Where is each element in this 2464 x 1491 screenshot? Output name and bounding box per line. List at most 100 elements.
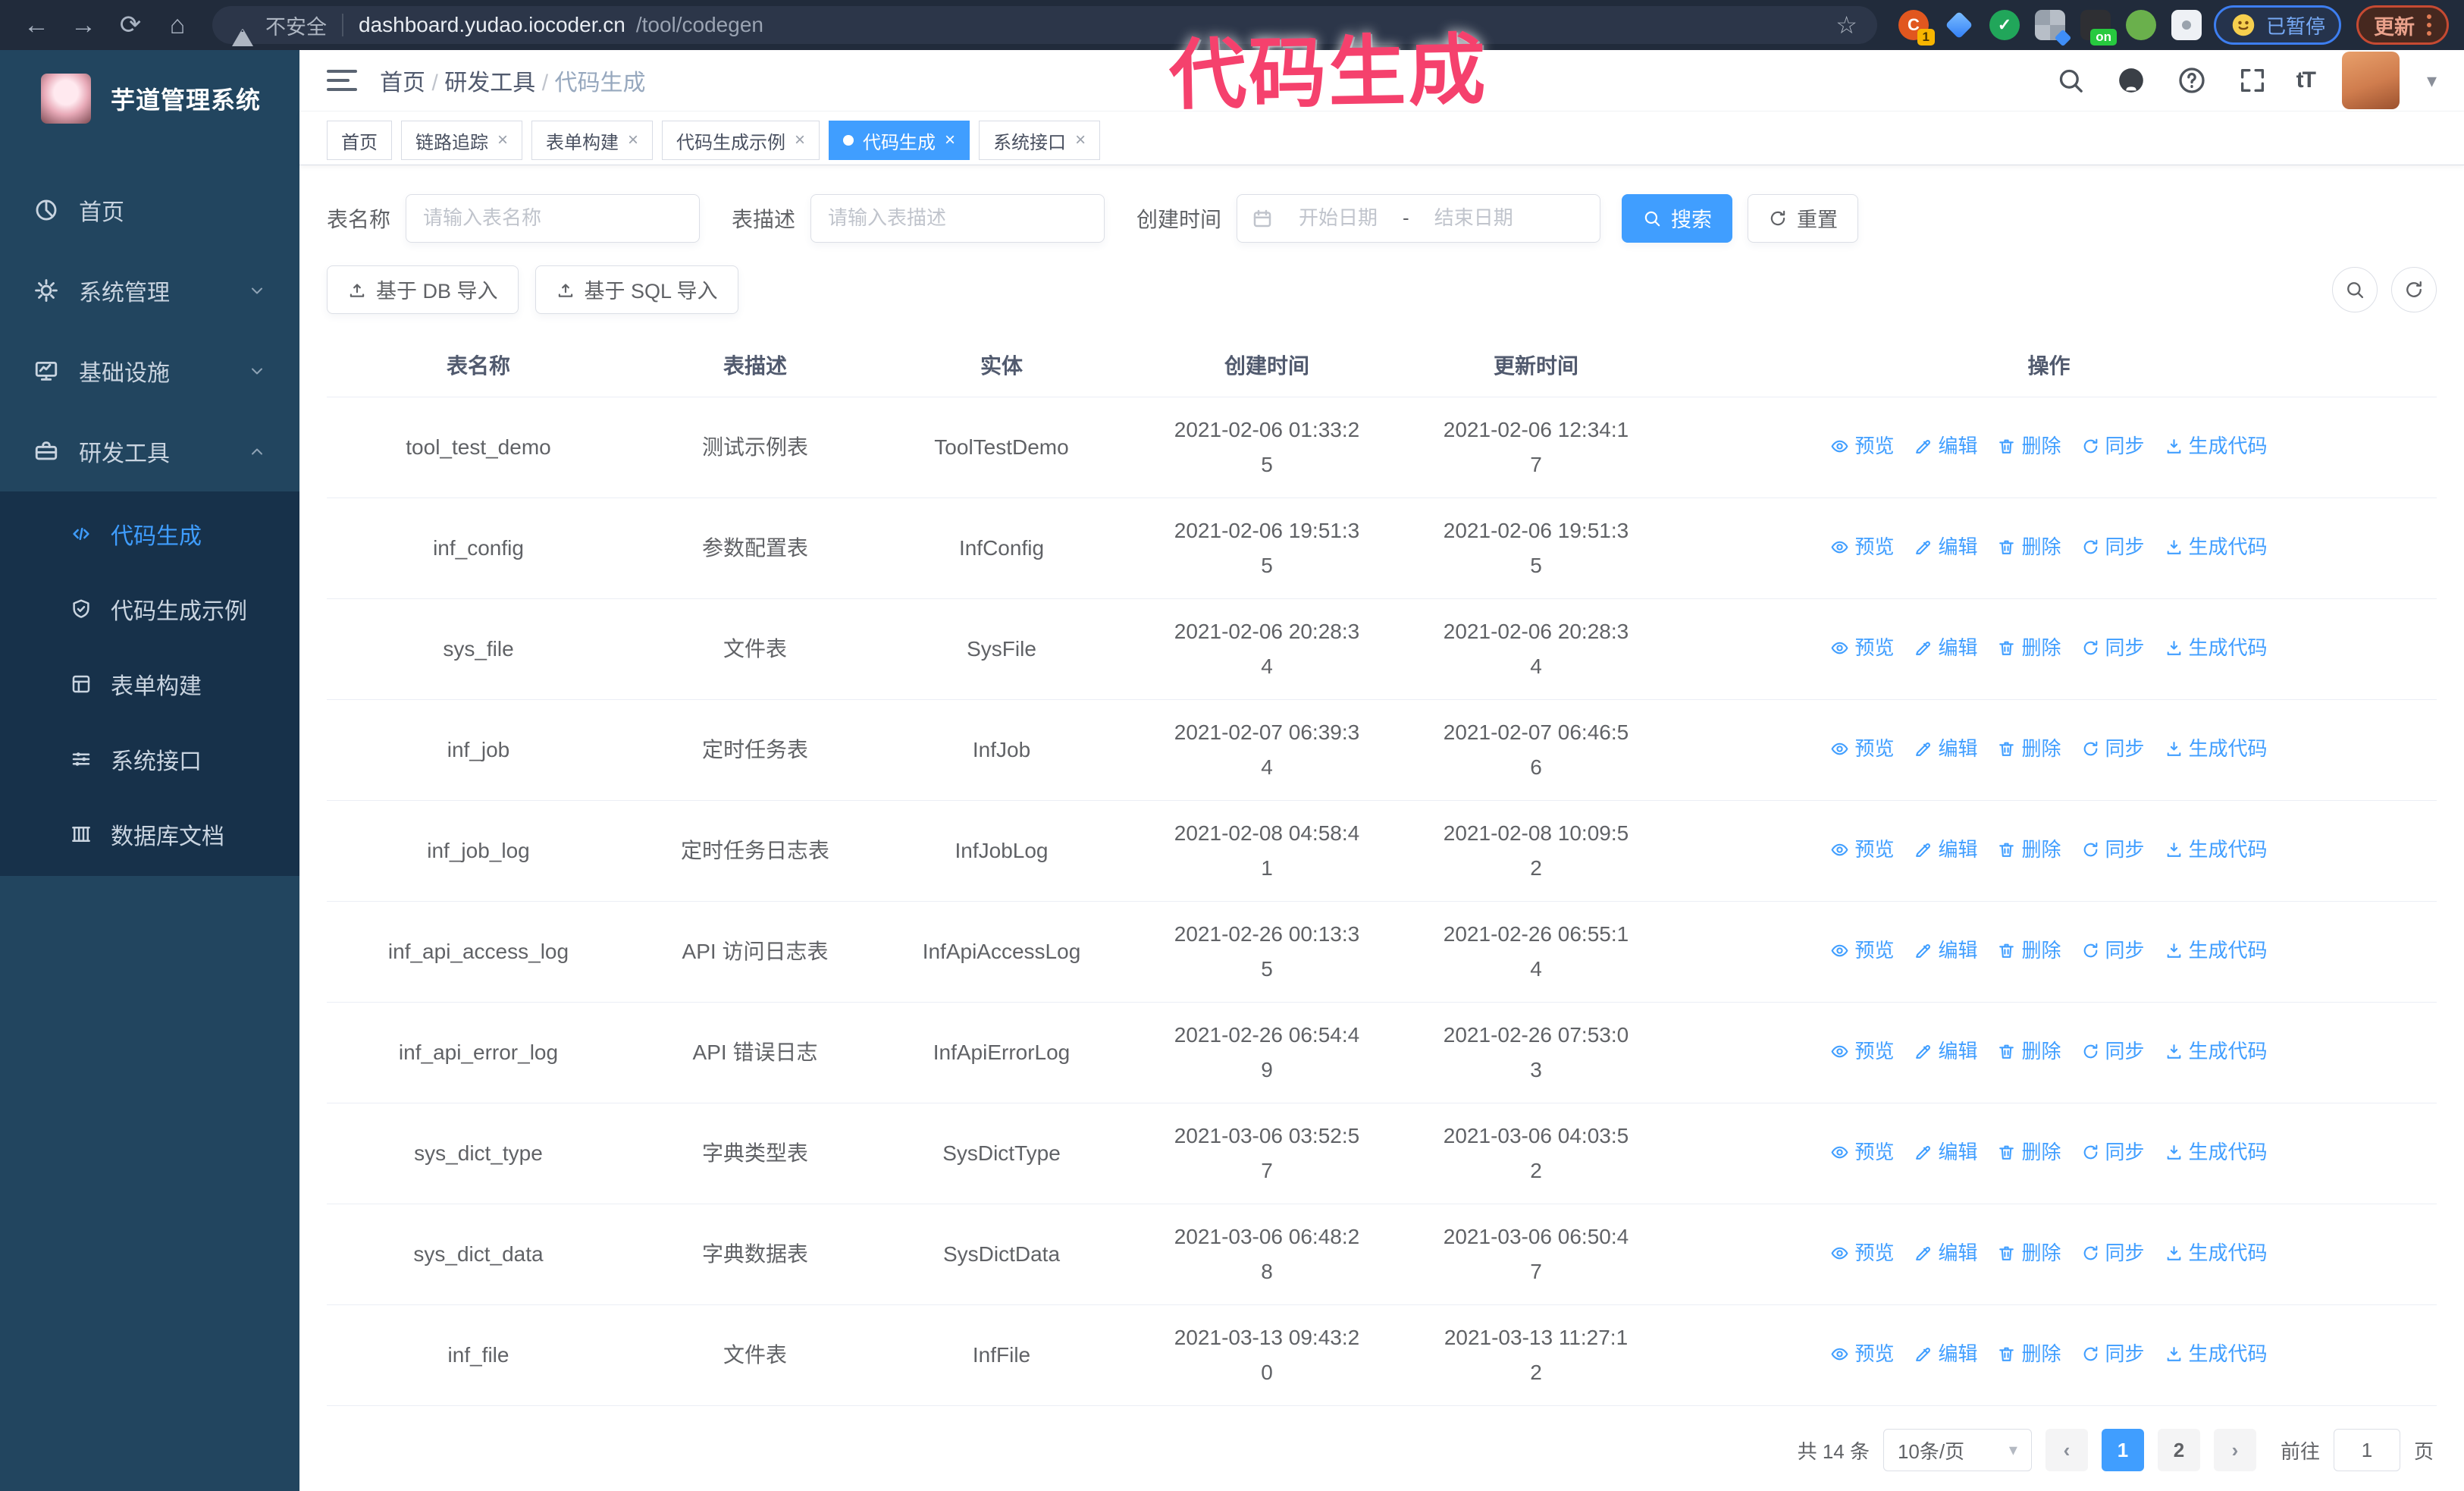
- date-range-picker[interactable]: -: [1237, 193, 1601, 243]
- sync-link[interactable]: 同步: [2081, 428, 2145, 463]
- reload-icon[interactable]: ⟳: [119, 11, 142, 39]
- help-icon[interactable]: [2175, 64, 2209, 97]
- preview-link[interactable]: 预览: [1830, 832, 1894, 867]
- edit-link[interactable]: 编辑: [1914, 1034, 1977, 1069]
- security-label[interactable]: 不安全: [265, 15, 327, 39]
- table-name-input[interactable]: [406, 193, 701, 243]
- tab-close-icon[interactable]: ×: [795, 130, 806, 151]
- edit-link[interactable]: 编辑: [1914, 933, 1977, 968]
- sidebar-subitem[interactable]: 数据库文档: [0, 796, 299, 871]
- generate-code-link[interactable]: 生成代码: [2165, 832, 2268, 867]
- sync-link[interactable]: 同步: [2081, 529, 2145, 564]
- tab[interactable]: 链路追踪 ×: [401, 121, 523, 161]
- search-icon[interactable]: [2054, 64, 2087, 97]
- preview-link[interactable]: 预览: [1830, 630, 1894, 665]
- generate-code-link[interactable]: 生成代码: [2165, 630, 2268, 665]
- delete-link[interactable]: 删除: [1997, 832, 2061, 867]
- extension-grid-icon[interactable]: [2034, 10, 2065, 40]
- extension-check-icon[interactable]: ✓: [1989, 10, 2020, 40]
- generate-code-link[interactable]: 生成代码: [2165, 731, 2268, 766]
- back-icon[interactable]: ←: [24, 10, 49, 39]
- generate-code-link[interactable]: 生成代码: [2165, 933, 2268, 968]
- preview-link[interactable]: 预览: [1830, 1336, 1894, 1371]
- sync-link[interactable]: 同步: [2081, 1135, 2145, 1169]
- delete-link[interactable]: 删除: [1997, 1034, 2061, 1069]
- breadcrumb-item[interactable]: 研发工具: [444, 71, 536, 96]
- tab[interactable]: 首页: [327, 121, 392, 161]
- chevron-down-icon[interactable]: ▾: [2426, 68, 2437, 92]
- tab[interactable]: 系统接口 ×: [979, 121, 1101, 161]
- toggle-search-button[interactable]: [2332, 266, 2378, 312]
- url-bar[interactable]: ! 不安全 dashboard.yudao.iocoder.cn /tool/c…: [212, 6, 1877, 46]
- delete-link[interactable]: 删除: [1997, 630, 2061, 665]
- not-secure-warning-icon[interactable]: !: [232, 15, 255, 46]
- fullscreen-icon[interactable]: [2236, 64, 2269, 97]
- delete-link[interactable]: 删除: [1997, 731, 2061, 766]
- edit-link[interactable]: 编辑: [1914, 1135, 1977, 1169]
- tab-close-icon[interactable]: ×: [945, 130, 956, 151]
- extension-gem-icon[interactable]: [1944, 10, 1974, 40]
- end-date-input[interactable]: [1416, 206, 1531, 230]
- generate-code-link[interactable]: 生成代码: [2165, 1235, 2268, 1270]
- url-path[interactable]: /tool/codegen: [635, 13, 763, 36]
- reset-button[interactable]: 重置: [1748, 193, 1859, 243]
- page-number-button[interactable]: 2: [2157, 1429, 2200, 1471]
- preview-link[interactable]: 预览: [1830, 428, 1894, 463]
- bookmark-star-icon[interactable]: ☆: [1835, 11, 1857, 39]
- url-host[interactable]: dashboard.yudao.iocoder.cn: [359, 13, 625, 36]
- preview-link[interactable]: 预览: [1830, 933, 1894, 968]
- preview-link[interactable]: 预览: [1830, 529, 1894, 564]
- generate-code-link[interactable]: 生成代码: [2165, 529, 2268, 564]
- edit-link[interactable]: 编辑: [1914, 428, 1977, 463]
- app-logo-row[interactable]: 芋道管理系统: [0, 50, 299, 147]
- sidebar-subitem[interactable]: 代码生成示例: [0, 571, 299, 646]
- tab-close-icon[interactable]: ×: [1075, 130, 1086, 151]
- edit-link[interactable]: 编辑: [1914, 630, 1977, 665]
- start-date-input[interactable]: [1281, 206, 1396, 230]
- home-icon[interactable]: ⌂: [169, 10, 186, 39]
- edit-link[interactable]: 编辑: [1914, 529, 1977, 564]
- sync-link[interactable]: 同步: [2081, 832, 2145, 867]
- refresh-table-button[interactable]: [2391, 266, 2437, 312]
- preview-link[interactable]: 预览: [1830, 731, 1894, 766]
- forward-icon[interactable]: →: [71, 10, 96, 39]
- sidebar-subitem[interactable]: 系统接口: [0, 721, 299, 796]
- sidebar-subitem[interactable]: 代码生成: [0, 496, 299, 571]
- extension-icon[interactable]: [2125, 10, 2156, 40]
- page-size-select[interactable]: 10条/页 ▾: [1882, 1429, 2032, 1471]
- sync-link[interactable]: 同步: [2081, 1235, 2145, 1270]
- sidebar-item[interactable]: 基础设施: [0, 331, 299, 411]
- hamburger-icon[interactable]: [327, 70, 357, 92]
- sql-import-button[interactable]: 基于 SQL 导入: [534, 265, 738, 314]
- db-import-button[interactable]: 基于 DB 导入: [327, 265, 519, 314]
- sync-link[interactable]: 同步: [2081, 933, 2145, 968]
- search-button[interactable]: 搜索: [1622, 193, 1733, 243]
- generate-code-link[interactable]: 生成代码: [2165, 428, 2268, 463]
- profile-paused-badge[interactable]: 已暂停: [2213, 5, 2341, 45]
- puzzle-extensions-icon[interactable]: [2171, 10, 2202, 40]
- tab-close-icon[interactable]: ×: [628, 130, 639, 151]
- sync-link[interactable]: 同步: [2081, 1336, 2145, 1371]
- tab-close-icon[interactable]: ×: [497, 130, 509, 151]
- sync-link[interactable]: 同步: [2081, 1034, 2145, 1069]
- edit-link[interactable]: 编辑: [1914, 1235, 1977, 1270]
- sidebar-item[interactable]: 首页: [0, 170, 299, 250]
- edit-link[interactable]: 编辑: [1914, 1336, 1977, 1371]
- extension-icon[interactable]: on: [2080, 10, 2117, 46]
- delete-link[interactable]: 删除: [1997, 428, 2061, 463]
- next-page-button[interactable]: ›: [2213, 1429, 2256, 1471]
- tab[interactable]: 代码生成示例 ×: [662, 121, 820, 161]
- font-size-icon[interactable]: tT: [2296, 67, 2316, 93]
- prev-page-button[interactable]: ‹: [2045, 1429, 2088, 1471]
- sidebar-item[interactable]: 系统管理: [0, 250, 299, 331]
- edit-link[interactable]: 编辑: [1914, 731, 1977, 766]
- delete-link[interactable]: 删除: [1997, 1135, 2061, 1169]
- avatar[interactable]: [2341, 52, 2400, 110]
- preview-link[interactable]: 预览: [1830, 1034, 1894, 1069]
- delete-link[interactable]: 删除: [1997, 1336, 2061, 1371]
- table-desc-input[interactable]: [810, 193, 1105, 243]
- preview-link[interactable]: 预览: [1830, 1135, 1894, 1169]
- sync-link[interactable]: 同步: [2081, 731, 2145, 766]
- breadcrumb-item[interactable]: 首页: [380, 71, 425, 96]
